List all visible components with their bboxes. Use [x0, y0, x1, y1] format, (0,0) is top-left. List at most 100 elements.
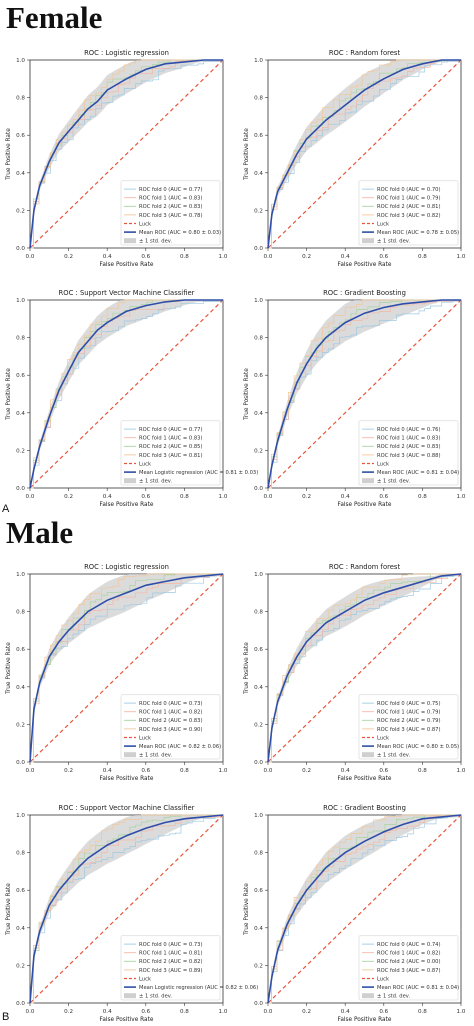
legend-entry: ROC fold 2 (AUC = 0.85): [139, 444, 203, 450]
y-tick-label: 0.8: [254, 610, 263, 616]
female-heading: Female: [6, 0, 103, 35]
x-tick-label: 0.6: [379, 1009, 388, 1015]
y-tick-label: 0.4: [254, 411, 263, 417]
y-tick-label: 0.4: [254, 171, 263, 177]
std-dev-band: [30, 815, 223, 1003]
legend-entry: Luck: [139, 221, 151, 227]
x-tick-label: 0.8: [418, 494, 427, 500]
y-tick-label: 0.0: [16, 486, 25, 492]
x-axis-label: False Positive Rate: [100, 776, 154, 782]
y-axis-label: True Positive Rate: [244, 642, 250, 695]
roc-chart-1: 0.00.0 0.2 0.2 0.4 0.4 0.6 0.6 0.8 0.8 1.0 1.0 ROC …: [6, 49, 228, 268]
legend-entry: ROC fold 1 (AUC = 0.79): [377, 196, 441, 202]
legend-swatch-std: [124, 478, 136, 484]
legend-box: [358, 420, 459, 486]
legend-box: [120, 420, 221, 486]
roc-chart-4: 0.00.0 0.2 0.2 0.4 0.4 0.6 0.6 0.8 0.8 1.0 1.0 ROC …: [244, 289, 466, 508]
panel-letter-b: B: [2, 1011, 10, 1023]
y-axis-label: True Positive Rate: [6, 128, 12, 181]
y-tick-label: 0.0: [254, 246, 263, 252]
legend-entry: ROC fold 2 (AUC = 0.00): [377, 959, 441, 965]
roc-fold-0-line: [30, 59, 223, 249]
legend-swatch-std: [124, 752, 136, 758]
legend-entry: Luck: [377, 976, 389, 982]
legend-entry: Mean ROC (AUC = 0.81 ± 0.04): [377, 985, 459, 991]
legend-entry: ROC fold 1 (AUC = 0.82): [139, 710, 203, 716]
y-tick-label: 0.4: [254, 926, 263, 932]
legend-entry: Mean ROC (AUC = 0.78 ± 0.05): [377, 230, 459, 236]
y-tick-label: 1.0: [254, 58, 263, 64]
y-tick-label: 0.8: [254, 336, 263, 342]
x-tick-label: 0.0: [26, 1009, 35, 1015]
roc-chart-2: 0.00.0 0.2 0.2 0.4 0.4 0.6 0.6 0.8 0.8 1.0 1.0 ROC …: [244, 49, 466, 268]
legend-entry: ± 1 std. dev.: [139, 239, 172, 245]
x-tick-label: 0.0: [264, 254, 273, 260]
legend-entry: ROC fold 0 (AUC = 0.75): [377, 701, 441, 707]
legend-entry: ROC fold 1 (AUC = 0.81): [139, 951, 203, 957]
std-dev-band: [268, 574, 461, 762]
legend-entry: Mean Logistic regression (AUC = 0.82 ± 0…: [139, 985, 258, 991]
y-tick-label: 1.0: [16, 813, 25, 819]
mean-roc-line: [29, 573, 224, 763]
legend-entry: ROC fold 2 (AUC = 0.83): [139, 204, 203, 210]
chart-title: ROC : Support Vector Machine Classifier: [59, 804, 195, 812]
legend-entry: ROC fold 3 (AUC = 0.87): [377, 968, 441, 974]
chart-legend: ROC fold 0 (AUC = 0.77) ROC fold 1 (AUC =…: [120, 420, 258, 486]
legend-entry: ROC fold 3 (AUC = 0.89): [139, 968, 203, 974]
x-tick-label: 0.0: [264, 494, 273, 500]
x-tick-label: 0.6: [379, 254, 388, 260]
legend-entry: ± 1 std. dev.: [377, 479, 410, 485]
y-tick-label: 0.4: [16, 926, 25, 932]
legend-entry: ROC fold 2 (AUC = 0.79): [377, 718, 441, 724]
x-tick-label: 0.6: [141, 494, 150, 500]
legend-entry: ROC fold 2 (AUC = 0.83): [377, 444, 441, 450]
x-tick-label: 0.8: [180, 768, 189, 774]
x-axis-label: False Positive Rate: [100, 262, 154, 268]
luck-diagonal-line: [29, 299, 224, 489]
mean-roc-line: [267, 573, 462, 763]
luck-diagonal-line: [267, 814, 462, 1004]
y-tick-label: 0.2: [254, 448, 263, 454]
legend-entry: Mean ROC (AUC = 0.82 ± 0.06): [139, 744, 221, 750]
x-tick-label: 0.4: [341, 1009, 350, 1015]
legend-entry: Luck: [377, 221, 389, 227]
x-axis-label: False Positive Rate: [338, 502, 392, 508]
y-tick-label: 0.2: [16, 208, 25, 214]
x-tick-label: 0.8: [180, 494, 189, 500]
legend-entry: ROC fold 0 (AUC = 0.74): [377, 942, 441, 948]
mean-roc-line: [29, 59, 223, 249]
legend-entry: ROC fold 3 (AUC = 0.87): [377, 727, 441, 733]
legend-entry: ROC fold 1 (AUC = 0.83): [377, 436, 441, 442]
luck-diagonal-line: [267, 573, 462, 763]
roc-chart-7: 0.00.0 0.2 0.2 0.4 0.4 0.6 0.6 0.8 0.8 1.0 1.0 ROC …: [6, 804, 258, 1023]
legend-entry: ROC fold 1 (AUC = 0.79): [377, 710, 441, 716]
y-tick-label: 0.2: [254, 208, 263, 214]
x-tick-label: 1.0: [457, 1009, 466, 1015]
legend-entry: ROC fold 0 (AUC = 0.76): [377, 427, 441, 433]
roc-fold-3-line: [268, 573, 461, 763]
legend-entry: ± 1 std. dev.: [139, 753, 172, 759]
male-heading: Male: [6, 515, 74, 550]
y-tick-label: 0.4: [16, 171, 25, 177]
legend-entry: Luck: [377, 735, 389, 741]
luck-diagonal-line: [29, 59, 224, 249]
roc-fold-1-line: [268, 573, 461, 763]
legend-entry: ROC fold 1 (AUC = 0.83): [139, 196, 203, 202]
x-tick-label: 0.2: [302, 1009, 311, 1015]
x-tick-label: 1.0: [219, 494, 228, 500]
y-tick-label: 0.0: [254, 760, 263, 766]
legend-entry: ROC fold 0 (AUC = 0.77): [139, 187, 203, 193]
legend-swatch-std: [362, 752, 374, 758]
y-tick-label: 0.6: [16, 647, 25, 653]
legend-swatch-std: [124, 238, 136, 244]
legend-entry: Luck: [139, 976, 151, 982]
legend-entry: Luck: [377, 461, 389, 467]
x-tick-label: 0.4: [103, 1009, 112, 1015]
legend-swatch-std: [362, 993, 374, 999]
x-axis-label: False Positive Rate: [338, 776, 392, 782]
x-tick-label: 0.8: [180, 254, 189, 260]
x-tick-label: 1.0: [219, 254, 228, 260]
y-tick-label: 0.6: [254, 647, 263, 653]
legend-entry: ROC fold 1 (AUC = 0.82): [377, 951, 441, 957]
